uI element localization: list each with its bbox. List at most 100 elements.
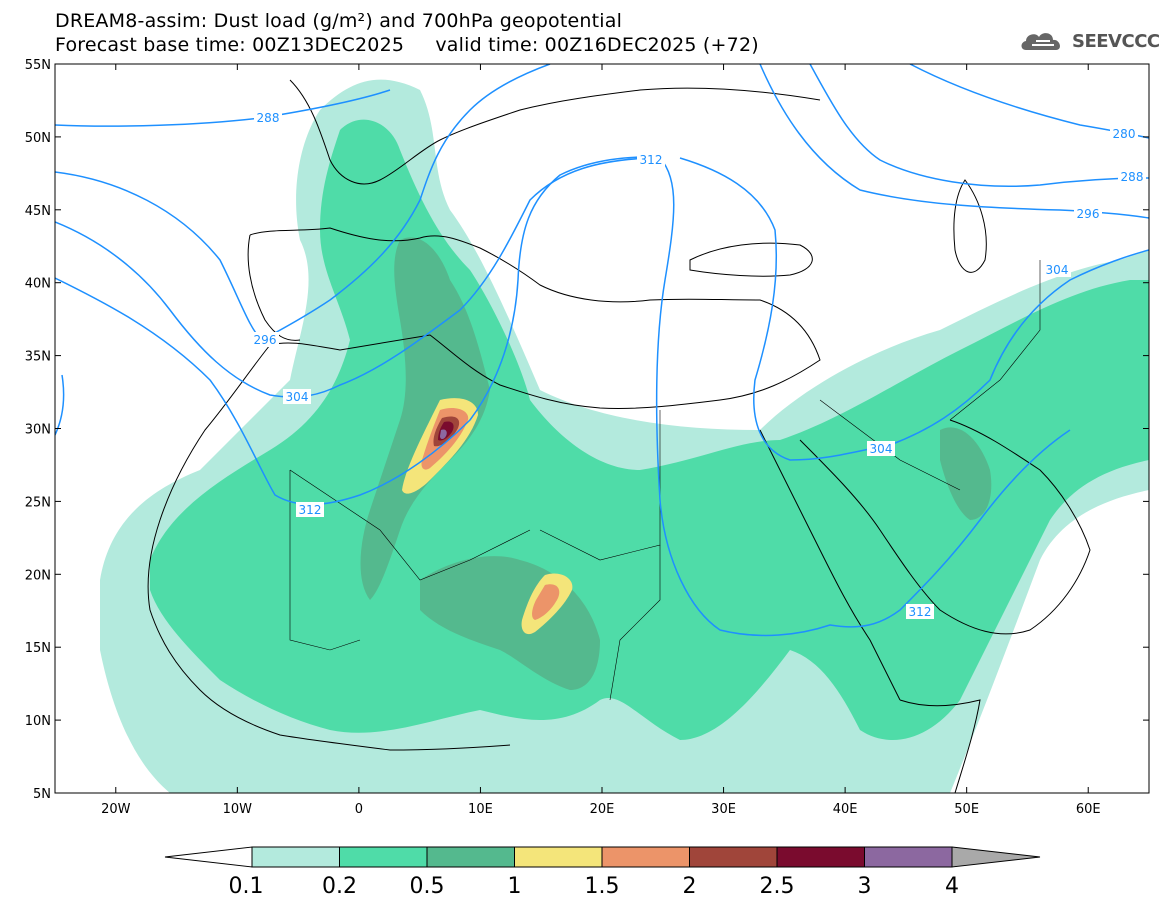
- cloud-icon: [1021, 33, 1060, 50]
- colorbar-segment: [426, 846, 515, 868]
- lat-tick-label: 25N: [25, 495, 51, 510]
- lon-tick-label: 10E: [468, 802, 493, 817]
- lat-tick-label: 10N: [25, 714, 51, 729]
- dust-level-1.5-chad: [532, 584, 560, 620]
- forecast-time-subtitle: Forecast base time: 00Z13DEC2025 valid t…: [55, 34, 759, 56]
- border-iran: [949, 260, 1041, 421]
- contour-label-bg: [1043, 262, 1071, 277]
- contour-label: 288: [1121, 170, 1144, 184]
- border-algeria-mali: [289, 469, 531, 581]
- contour-304-west: [55, 157, 651, 398]
- dust-level-0.5-gulf: [940, 427, 992, 520]
- contour-288-west: [55, 89, 391, 127]
- colorbar-segment: [601, 846, 690, 868]
- contour-296-west: [55, 64, 551, 341]
- lon-tick-label: 0: [355, 802, 363, 817]
- contour-label: 312: [299, 503, 322, 517]
- lon-tick-label: 40E: [833, 802, 858, 817]
- lat-tick-label: 30N: [25, 423, 51, 438]
- border-saudi: [819, 399, 961, 491]
- coastline-europe: [289, 79, 821, 185]
- coastline-atlantic-africa: [147, 344, 511, 751]
- border-sudan-chad: [609, 545, 661, 701]
- map-title: DREAM8-assim: Dust load (g/m²) and 700hP…: [55, 10, 623, 32]
- lon-tick-label: 30E: [711, 802, 736, 817]
- coastlines: [147, 79, 1091, 793]
- coastline-iberia: [247, 234, 301, 341]
- coastline-mediterranean: [249, 227, 821, 409]
- contour-label-bg: [1110, 126, 1138, 141]
- colorbar-segment: [689, 846, 778, 868]
- colorbar-label: 4: [945, 874, 959, 899]
- dust-field: [100, 79, 1149, 793]
- lon-tick-label: 20W: [101, 802, 131, 817]
- colorbar-label: 2: [683, 874, 697, 899]
- dust-level-4-core: [440, 429, 447, 439]
- colorbar-segment: [864, 846, 953, 868]
- coastline-arabia: [799, 419, 1091, 635]
- contour-label-bg: [1074, 206, 1102, 221]
- axis-ticks: 55N 50N 45N 40N 35N 30N 25N 20N 15N 10N 5N 20W 10W 0 1…: [25, 58, 1149, 817]
- lon-tick-label: 50E: [954, 802, 979, 817]
- contour-label-bg: [296, 502, 324, 517]
- border-libya-egypt: [539, 410, 661, 561]
- lat-tick-label: 50N: [25, 131, 51, 146]
- lat-tick-label: 45N: [25, 204, 51, 219]
- lat-tick-label: 5N: [33, 787, 51, 802]
- colorbar: 0.1 0.2 0.5 1 1.5 2 2.5 3 4: [164, 846, 1041, 899]
- coastline-red-sea: [759, 429, 901, 701]
- colorbar-segment: [339, 846, 428, 868]
- country-borders: [289, 260, 1041, 701]
- lat-tick-label: 20N: [25, 568, 51, 583]
- contour-label: 288: [257, 111, 280, 125]
- contour-label: 304: [870, 442, 893, 456]
- contour-label: 312: [640, 153, 663, 167]
- colorbar-label: 0.1: [229, 874, 264, 899]
- coastline-black-sea: [689, 242, 813, 277]
- colorbar-label: 1: [508, 874, 522, 899]
- colorbar-left-arrow: [164, 846, 253, 868]
- colorbar-label: 2.5: [760, 874, 795, 899]
- contour-300-far-west: [55, 374, 65, 436]
- coastline-horn: [899, 699, 981, 793]
- border-mali-niger: [289, 470, 361, 651]
- lat-tick-label: 15N: [25, 641, 51, 656]
- contour-label: 312: [909, 605, 932, 619]
- colorbar-segment: [251, 846, 340, 868]
- lon-tick-label: 60E: [1076, 802, 1101, 817]
- colorbar-segments: [251, 846, 953, 868]
- dust-level-0.5-north: [360, 237, 490, 601]
- colorbar-label: 1.5: [585, 874, 620, 899]
- contour-labels: 288 296 304 312 312 304 304 312 280 288 296: [251, 110, 1146, 619]
- colorbar-segment: [514, 846, 603, 868]
- contour-label: 304: [286, 390, 309, 404]
- contour-label: 304: [1046, 263, 1069, 277]
- contour-label: 296: [1077, 207, 1100, 221]
- colorbar-label: 0.5: [410, 874, 445, 899]
- colorbar-segment: [776, 846, 865, 868]
- colorbar-right-arrow: [951, 846, 1041, 868]
- contour-label-bg: [867, 441, 895, 456]
- logo-text: SEEVCCC: [1072, 30, 1160, 52]
- contour-label-bg: [251, 332, 279, 347]
- contour-label-bg: [1118, 169, 1146, 184]
- lon-tick-label: 10W: [223, 802, 253, 817]
- lon-tick-label: 20E: [590, 802, 615, 817]
- contour-288-east: [809, 64, 1149, 188]
- colorbar-label: 0.2: [322, 874, 357, 899]
- seevccc-logo: SEEVCCC: [1018, 26, 1160, 56]
- colorbar-labels: 0.1 0.2 0.5 1 1.5 2 2.5 3 4: [229, 874, 960, 899]
- contour-304-east: [679, 157, 1149, 461]
- colorbar-label: 3: [858, 874, 872, 899]
- lat-tick-label: 55N: [25, 58, 51, 73]
- lat-tick-label: 35N: [25, 350, 51, 365]
- contour-label: 296: [254, 333, 277, 347]
- contour-label-bg: [637, 152, 665, 167]
- coastline-caspian: [953, 179, 987, 273]
- lat-tick-label: 40N: [25, 277, 51, 292]
- contour-label-bg: [283, 389, 311, 404]
- contour-296-east: [759, 64, 1149, 219]
- contour-label: 280: [1113, 127, 1136, 141]
- contour-label-bg: [254, 110, 282, 125]
